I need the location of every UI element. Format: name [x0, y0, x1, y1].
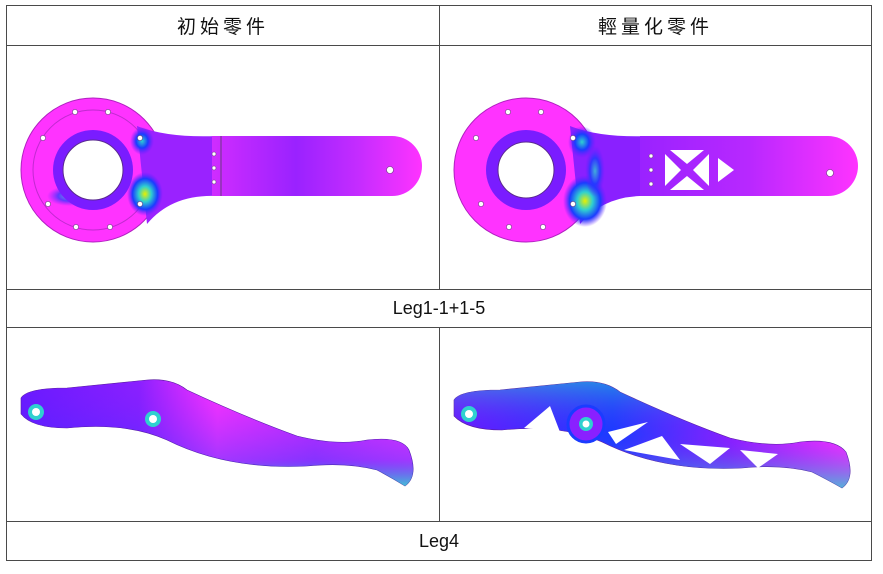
leg4-lightweight-stress-map	[453, 381, 851, 489]
comparison-table: 初始零件 輕量化零件	[6, 5, 872, 561]
leg4-original-cell	[6, 327, 440, 522]
leg1-original-cell	[6, 45, 440, 290]
header-original-text: 初始零件	[176, 16, 269, 38]
row-label-leg4-text: Leg4	[418, 530, 460, 551]
row-label-leg4: Leg4	[6, 521, 872, 561]
leg1-original-stress-map	[20, 97, 422, 243]
row-label-leg1: Leg1-1+1-5	[6, 289, 872, 328]
row-label-leg1-text: Leg1-1+1-5	[392, 298, 486, 318]
leg4-lightweight-cell	[439, 327, 872, 522]
leg1-lightweight-stress-map	[453, 97, 858, 243]
leg4-original-stress-map	[20, 379, 414, 487]
header-original: 初始零件	[6, 5, 440, 46]
header-lightweight-text: 輕量化零件	[597, 16, 713, 38]
header-lightweight: 輕量化零件	[439, 5, 872, 46]
leg1-lightweight-cell	[439, 45, 872, 290]
